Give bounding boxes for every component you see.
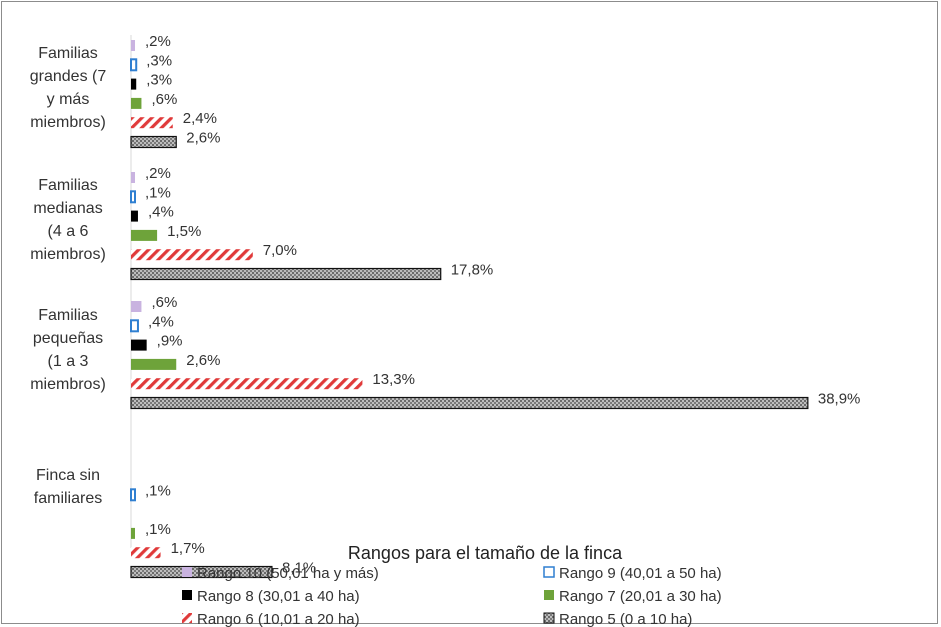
bar-rango-5-0-a-10-ha-cat3 <box>130 396 809 410</box>
legend-item-rango-10-50-01-ha-y-m-s: Rango 10 (50,01 ha y más) <box>182 565 379 582</box>
bar-rango-5-0-a-10-ha-cat4 <box>130 565 273 579</box>
category-labels: Familias grandes (7 y más miembros) Familias… <box>30 45 107 507</box>
legend-swatch-rango-10-50-01-ha-y-m-s <box>182 567 192 577</box>
bar-rango-7-20-01-a-30-ha-cat1 <box>131 97 142 109</box>
category-label-1-line-4: miembros) <box>30 114 106 131</box>
data-label-rango-7-20-01-a-30-ha-cat2: 1,5% <box>167 223 201 240</box>
data-label-rango-6-10-01-a-20-ha-cat1: 2,4% <box>183 110 217 127</box>
data-label-rango-5-0-a-10-ha-cat1: 2,6% <box>186 130 220 147</box>
bar-rango-6-10-01-a-20-ha-cat4 <box>131 547 161 559</box>
legend-label-rango-9-40-01-a-50-ha: Rango 9 (40,01 a 50 ha) <box>559 565 722 582</box>
bar-rango-10-50-01-ha-y-m-s-cat3 <box>131 301 142 312</box>
category-label-2-line-4: miembros) <box>30 246 106 263</box>
category-label-3-line-1: Familias <box>38 307 98 324</box>
data-label-rango-10-50-01-ha-y-m-s-cat3: ,6% <box>151 294 177 311</box>
bar-rango-9-40-01-a-50-ha-cat2 <box>130 190 136 204</box>
bar-rango-9-40-01-a-50-ha-cat3 <box>130 319 139 333</box>
category-label-1-line-1: Familias <box>38 45 98 62</box>
data-label-rango-5-0-a-10-ha-cat3: 38,9% <box>818 391 861 408</box>
data-label-rango-8-30-01-a-40-ha-cat1: ,3% <box>146 72 172 89</box>
data-label-rango-8-30-01-a-40-ha-cat3: ,9% <box>157 333 183 350</box>
legend-label-rango-8-30-01-a-40-ha: Rango 8 (30,01 a 40 ha) <box>197 588 360 605</box>
category-label-3-line-2: pequeñas <box>33 330 103 347</box>
data-label-rango-10-50-01-ha-y-m-s-cat1: ,2% <box>145 33 171 50</box>
data-label-rango-6-10-01-a-20-ha-cat3: 13,3% <box>372 371 415 388</box>
bar-rango-6-10-01-a-20-ha-cat1 <box>131 117 173 129</box>
data-label-rango-5-0-a-10-ha-cat2: 17,8% <box>451 262 494 279</box>
category-label-1-line-3: y más <box>47 91 90 108</box>
legend-item-rango-7-20-01-a-30-ha: Rango 7 (20,01 a 30 ha) <box>544 588 722 605</box>
bar-rango-8-30-01-a-40-ha-cat1 <box>131 78 137 90</box>
category-label-4-line-2: familiares <box>34 490 102 507</box>
legend-swatch-rango-9-40-01-a-50-ha <box>543 566 555 578</box>
legend-item-rango-5-0-a-10-ha: Rango 5 (0 a 10 ha) <box>543 611 692 627</box>
legend-swatch-rango-7-20-01-a-30-ha <box>544 590 554 600</box>
bar-rango-8-30-01-a-40-ha-cat3 <box>131 339 147 351</box>
legend-label-rango-10-50-01-ha-y-m-s: Rango 10 (50,01 ha y más) <box>197 565 379 582</box>
data-label-rango-7-20-01-a-30-ha-cat4: ,1% <box>145 521 171 538</box>
bar-rango-5-0-a-10-ha-cat2 <box>130 267 442 281</box>
bar-rango-6-10-01-a-20-ha-cat3 <box>131 378 363 390</box>
data-label-rango-10-50-01-ha-y-m-s-cat2: ,2% <box>145 165 171 182</box>
bar-rango-6-10-01-a-20-ha-cat2 <box>131 249 253 261</box>
bar-rango-7-20-01-a-30-ha-cat2 <box>131 229 158 241</box>
category-label-2-line-2: medianas <box>33 200 102 217</box>
data-label-rango-6-10-01-a-20-ha-cat2: 7,0% <box>263 242 297 259</box>
category-label-3-line-4: miembros) <box>30 376 106 393</box>
bar-rango-9-40-01-a-50-ha-cat1 <box>130 58 138 72</box>
bar-rango-5-0-a-10-ha-cat1 <box>130 135 177 149</box>
legend-swatch-rango-6-10-01-a-20-ha <box>182 613 192 623</box>
category-label-2-line-3: (4 a 6 <box>48 223 89 240</box>
bar-rango-10-50-01-ha-y-m-s-cat2 <box>131 172 135 183</box>
category-label-3-line-3: (1 a 3 <box>48 353 89 370</box>
category-label-1-line-2: grandes (7 <box>30 68 107 85</box>
legend: Rango 10 (50,01 ha y más) Rango 9 (40,01 … <box>182 565 722 627</box>
data-label-rango-9-40-01-a-50-ha-cat3: ,4% <box>148 313 174 330</box>
category-label-2-line-1: Familias <box>38 177 98 194</box>
legend-label-rango-5-0-a-10-ha: Rango 5 (0 a 10 ha) <box>559 611 692 627</box>
bar-rango-8-30-01-a-40-ha-cat2 <box>131 210 138 222</box>
legend-item-rango-8-30-01-a-40-ha: Rango 8 (30,01 a 40 ha) <box>182 588 360 605</box>
data-label-rango-9-40-01-a-50-ha-cat2: ,1% <box>145 184 171 201</box>
bar-rango-9-40-01-a-50-ha-cat4 <box>130 488 136 502</box>
category-label-4-line-1: Finca sin <box>36 467 100 484</box>
data-label-rango-8-30-01-a-40-ha-cat2: ,4% <box>148 204 174 221</box>
data-label-rango-7-20-01-a-30-ha-cat3: 2,6% <box>186 352 220 369</box>
legend-item-rango-9-40-01-a-50-ha: Rango 9 (40,01 a 50 ha) <box>543 565 722 582</box>
data-label-rango-7-20-01-a-30-ha-cat1: ,6% <box>151 91 177 108</box>
legend-label-rango-6-10-01-a-20-ha: Rango 6 (10,01 a 20 ha) <box>197 611 360 627</box>
data-label-rango-5-0-a-10-ha-cat4: 8,1% <box>282 560 316 577</box>
data-label-rango-9-40-01-a-50-ha-cat4: ,1% <box>145 482 171 499</box>
x-axis-title: Rangos para el tamaño de la finca <box>348 543 623 563</box>
bar-rango-10-50-01-ha-y-m-s-cat1 <box>131 40 135 51</box>
data-label-rango-6-10-01-a-20-ha-cat4: 1,7% <box>171 540 205 557</box>
bar-rango-7-20-01-a-30-ha-cat4 <box>131 527 135 539</box>
bar-rango-7-20-01-a-30-ha-cat3 <box>131 358 177 370</box>
legend-swatch-rango-8-30-01-a-40-ha <box>182 590 192 600</box>
legend-label-rango-7-20-01-a-30-ha: Rango 7 (20,01 a 30 ha) <box>559 588 722 605</box>
data-label-rango-9-40-01-a-50-ha-cat1: ,3% <box>146 52 172 69</box>
legend-item-rango-6-10-01-a-20-ha: Rango 6 (10,01 a 20 ha) <box>182 611 360 627</box>
legend-swatch-rango-5-0-a-10-ha <box>543 612 555 624</box>
bars-group: ,2% ,2% ,6% ,3% ,1% ,4% ,1% ,3% ,4% ,9% ,6% 1,5% 2,6… <box>130 33 861 579</box>
